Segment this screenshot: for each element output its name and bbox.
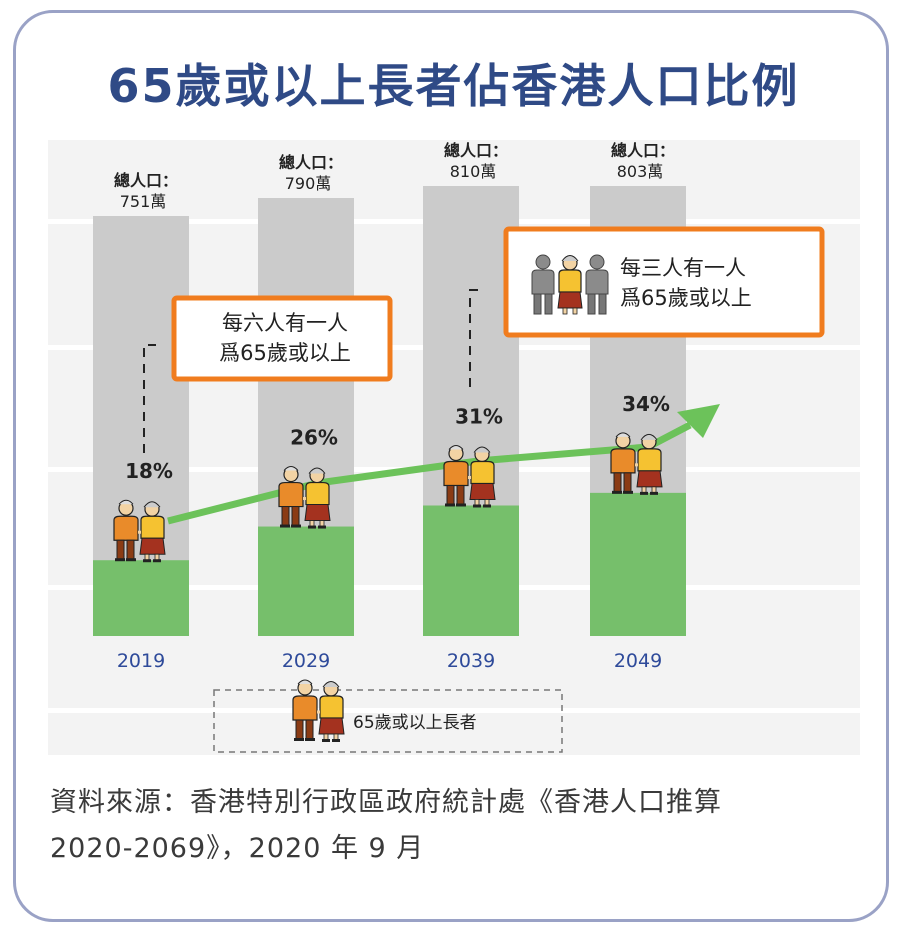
total-population-value: 803萬 xyxy=(617,162,664,181)
source-line-2: 2020-2069》，2020 年 9 月 xyxy=(50,833,425,864)
year-tick-label: 2049 xyxy=(614,650,662,672)
callout-2-line2: 爲65歲或以上 xyxy=(620,286,752,310)
percentage-label: 31% xyxy=(455,404,503,428)
elderly-share-bar xyxy=(258,526,354,636)
elderly-share-bar xyxy=(423,505,519,636)
percentage-label: 18% xyxy=(125,459,173,483)
total-population-heading: 總人口： xyxy=(114,171,178,190)
source-line-1: 資料來源：香港特別行政區政府統計處《香港人口推算 xyxy=(50,787,722,818)
total-population-heading: 總人口： xyxy=(444,141,508,160)
source-note: 資料來源：香港特別行政區政府統計處《香港人口推算 2020-2069》，2020… xyxy=(50,780,870,872)
percentage-label: 34% xyxy=(622,392,670,416)
callout-leader-line-2 xyxy=(469,289,484,387)
elderly-share-bar xyxy=(590,492,686,636)
callout-2-line1: 每三人有一人 xyxy=(620,256,746,280)
grid-line xyxy=(48,708,860,713)
year-tick-label: 2039 xyxy=(447,650,495,672)
bar-labels: 18% 總人口： 751萬 2019 26% 總人口： 790萬 2029 31% 總人口： 810… xyxy=(112,141,675,672)
legend-box xyxy=(213,689,563,753)
callout-leader-line-1 xyxy=(143,344,156,453)
percentage-label: 26% xyxy=(290,426,338,450)
callout-1-line1: 每六人有一人 xyxy=(222,311,348,335)
total-population-value: 751萬 xyxy=(120,192,167,211)
total-population-heading: 總人口： xyxy=(611,141,675,160)
callout-1-line2: 爲65歲或以上 xyxy=(219,341,351,365)
callout-box-1 xyxy=(171,295,393,382)
callout-box-2 xyxy=(503,226,825,338)
chart-title: 65歲或以上長者佔香港人口比例 xyxy=(107,59,800,113)
year-tick-label: 2019 xyxy=(117,650,165,672)
elderly-share-bar xyxy=(93,560,189,636)
total-population-value: 810萬 xyxy=(450,162,497,181)
total-population-heading: 總人口： xyxy=(279,153,343,172)
legend: 65歲或以上長者 xyxy=(213,678,563,753)
legend-label: 65歲或以上長者 xyxy=(353,713,477,733)
year-tick-label: 2029 xyxy=(282,650,330,672)
total-population-value: 790萬 xyxy=(285,174,332,193)
